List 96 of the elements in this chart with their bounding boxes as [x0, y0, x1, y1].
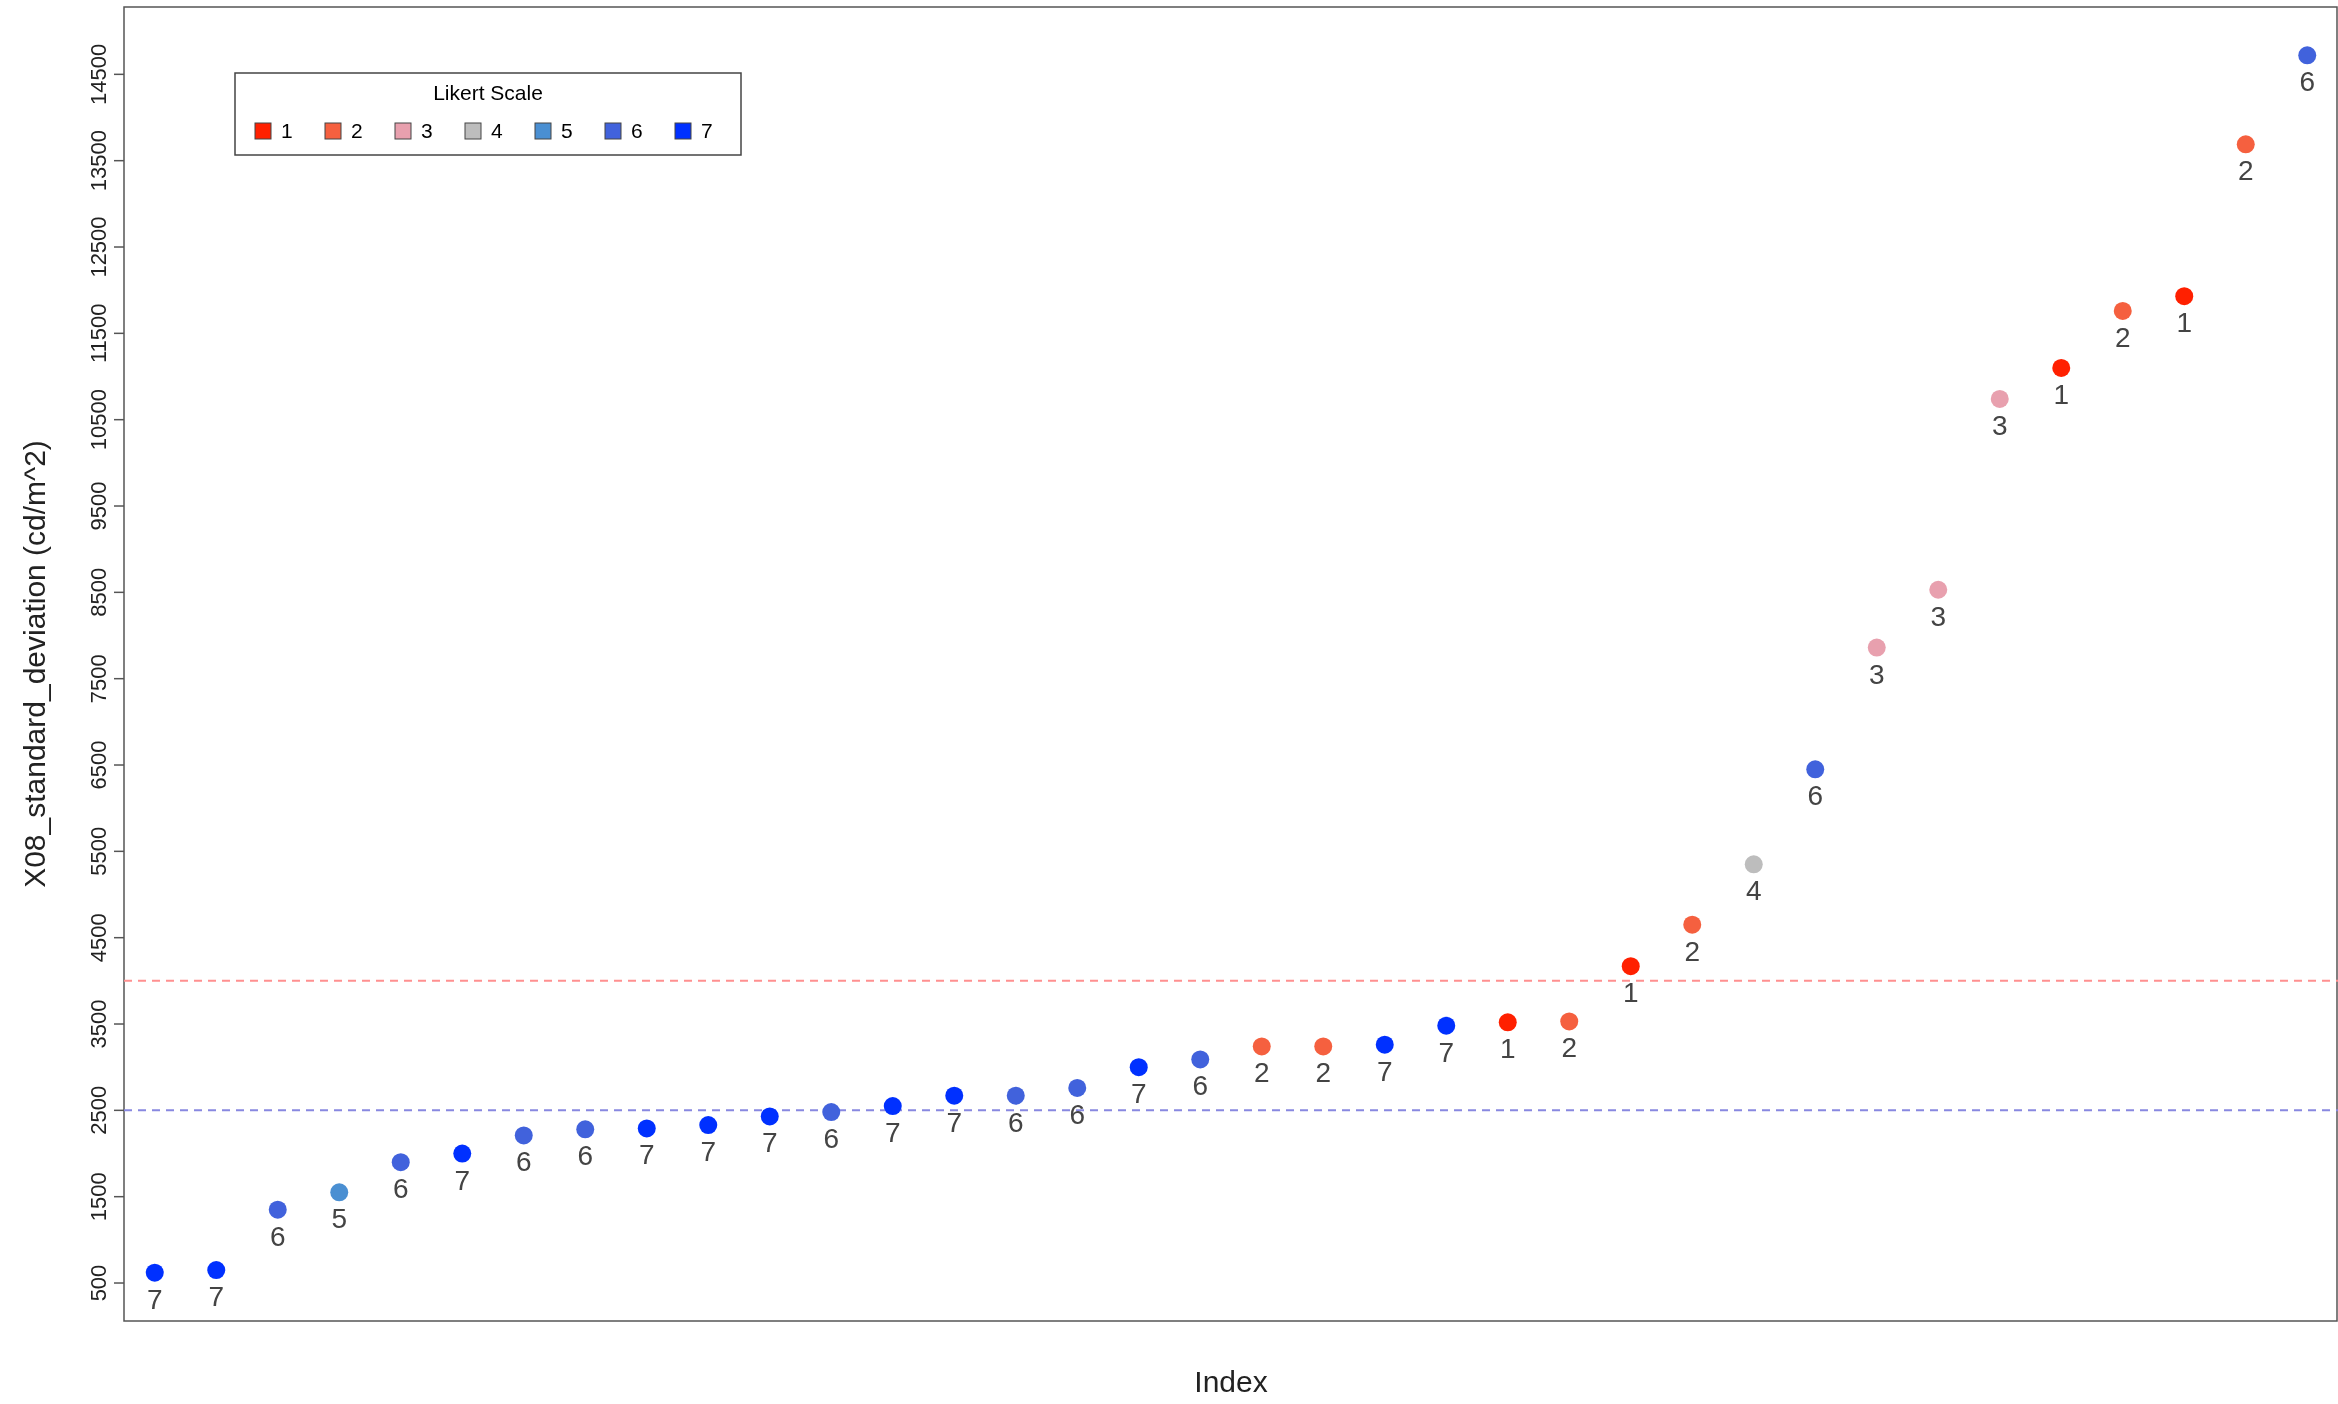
text: 4	[1745, 875, 1762, 907]
y-tick-label: 4500	[86, 913, 111, 963]
point	[1252, 1037, 1271, 1056]
point	[1498, 1013, 1517, 1032]
text: 7	[208, 1281, 225, 1313]
text: 6	[823, 1123, 840, 1155]
text: 2	[1315, 1057, 1332, 1089]
legend-label: 1	[281, 119, 293, 142]
point	[576, 1120, 595, 1139]
point	[1314, 1037, 1333, 1056]
point	[207, 1261, 226, 1280]
legend-label: 7	[701, 119, 713, 142]
text: 2	[2114, 321, 2131, 353]
point	[1867, 638, 1886, 657]
text: 2	[1561, 1032, 1578, 1064]
legend-label: 6	[631, 119, 643, 142]
legend-title: Likert Scale	[433, 81, 543, 104]
y-tick-label: 13500	[86, 130, 111, 192]
text: 7	[946, 1106, 963, 1138]
text: 6	[1807, 780, 1824, 812]
text: 3	[1991, 409, 2008, 441]
text: 6	[515, 1146, 532, 1178]
point	[2052, 358, 2071, 377]
y-tick-label: 9500	[86, 481, 111, 531]
y-tick-label: 14500	[86, 43, 111, 105]
text: 6	[1192, 1070, 1209, 1102]
text: 6	[577, 1140, 594, 1172]
point	[1560, 1012, 1579, 1031]
x-axis-title: Index	[1194, 1365, 1268, 1398]
point	[699, 1116, 718, 1135]
point	[268, 1200, 287, 1219]
y-tick-label: 2500	[86, 1085, 111, 1135]
point	[514, 1126, 533, 1145]
text: 5	[331, 1203, 348, 1235]
text: 6	[269, 1220, 286, 1252]
point	[2113, 301, 2132, 320]
point	[1806, 760, 1825, 779]
point	[453, 1144, 472, 1163]
legend-label: 4	[491, 119, 503, 142]
text: 7	[700, 1136, 717, 1168]
text: 2	[1253, 1057, 1270, 1089]
legend-label: 2	[351, 119, 363, 142]
y-tick-label: 3500	[86, 999, 111, 1049]
y-tick-label: 7500	[86, 654, 111, 704]
text: 1	[1499, 1033, 1516, 1065]
point	[1129, 1058, 1148, 1077]
point	[1191, 1050, 1210, 1069]
y-tick-label: 8500	[86, 567, 111, 617]
point	[1006, 1086, 1025, 1105]
y-tick-label: 1500	[86, 1172, 111, 1222]
point	[637, 1119, 656, 1138]
y-tick-label: 12500	[86, 216, 111, 278]
point	[760, 1107, 779, 1126]
text: 3	[1868, 658, 1885, 690]
point	[1683, 915, 1702, 934]
text: 3	[1930, 600, 1947, 632]
legend-label: 5	[561, 119, 573, 142]
point	[391, 1153, 410, 1172]
text: 6	[392, 1173, 409, 1205]
text: 6	[1007, 1106, 1024, 1138]
text: 2	[2237, 155, 2254, 187]
point	[1929, 580, 1948, 599]
y-axis-title: X08_standard_deviation (cd/m^2)	[18, 440, 51, 888]
text: 1	[2176, 307, 2193, 339]
text: 7	[638, 1139, 655, 1171]
text: 6	[2299, 66, 2316, 98]
point	[1621, 957, 1640, 976]
point	[330, 1183, 349, 1202]
point	[2298, 46, 2317, 65]
legend-label: 3	[421, 119, 433, 142]
point	[1375, 1035, 1394, 1054]
text: 7	[1438, 1036, 1455, 1068]
text: 7	[1376, 1055, 1393, 1087]
point	[2175, 287, 2194, 306]
y-tick-label: 6500	[86, 740, 111, 790]
text: 7	[761, 1127, 778, 1159]
text: 7	[454, 1164, 471, 1196]
point	[1437, 1016, 1456, 1035]
point	[883, 1097, 902, 1116]
text: 7	[884, 1117, 901, 1149]
point	[145, 1263, 164, 1282]
y-tick-label: 11500	[86, 303, 111, 364]
y-tick-label: 500	[86, 1264, 111, 1302]
text: 2	[1684, 935, 1701, 967]
point	[2236, 135, 2255, 154]
text: 1	[1622, 977, 1639, 1009]
text: 7	[146, 1283, 163, 1315]
y-tick-label: 10500	[86, 389, 111, 451]
point	[945, 1086, 964, 1105]
text: 7	[1130, 1078, 1147, 1110]
text: 1	[2053, 378, 2070, 410]
point	[1990, 389, 2009, 408]
point	[822, 1103, 841, 1122]
y-tick-label: 5500	[86, 826, 111, 876]
point	[1744, 855, 1763, 874]
point	[1068, 1078, 1087, 1097]
